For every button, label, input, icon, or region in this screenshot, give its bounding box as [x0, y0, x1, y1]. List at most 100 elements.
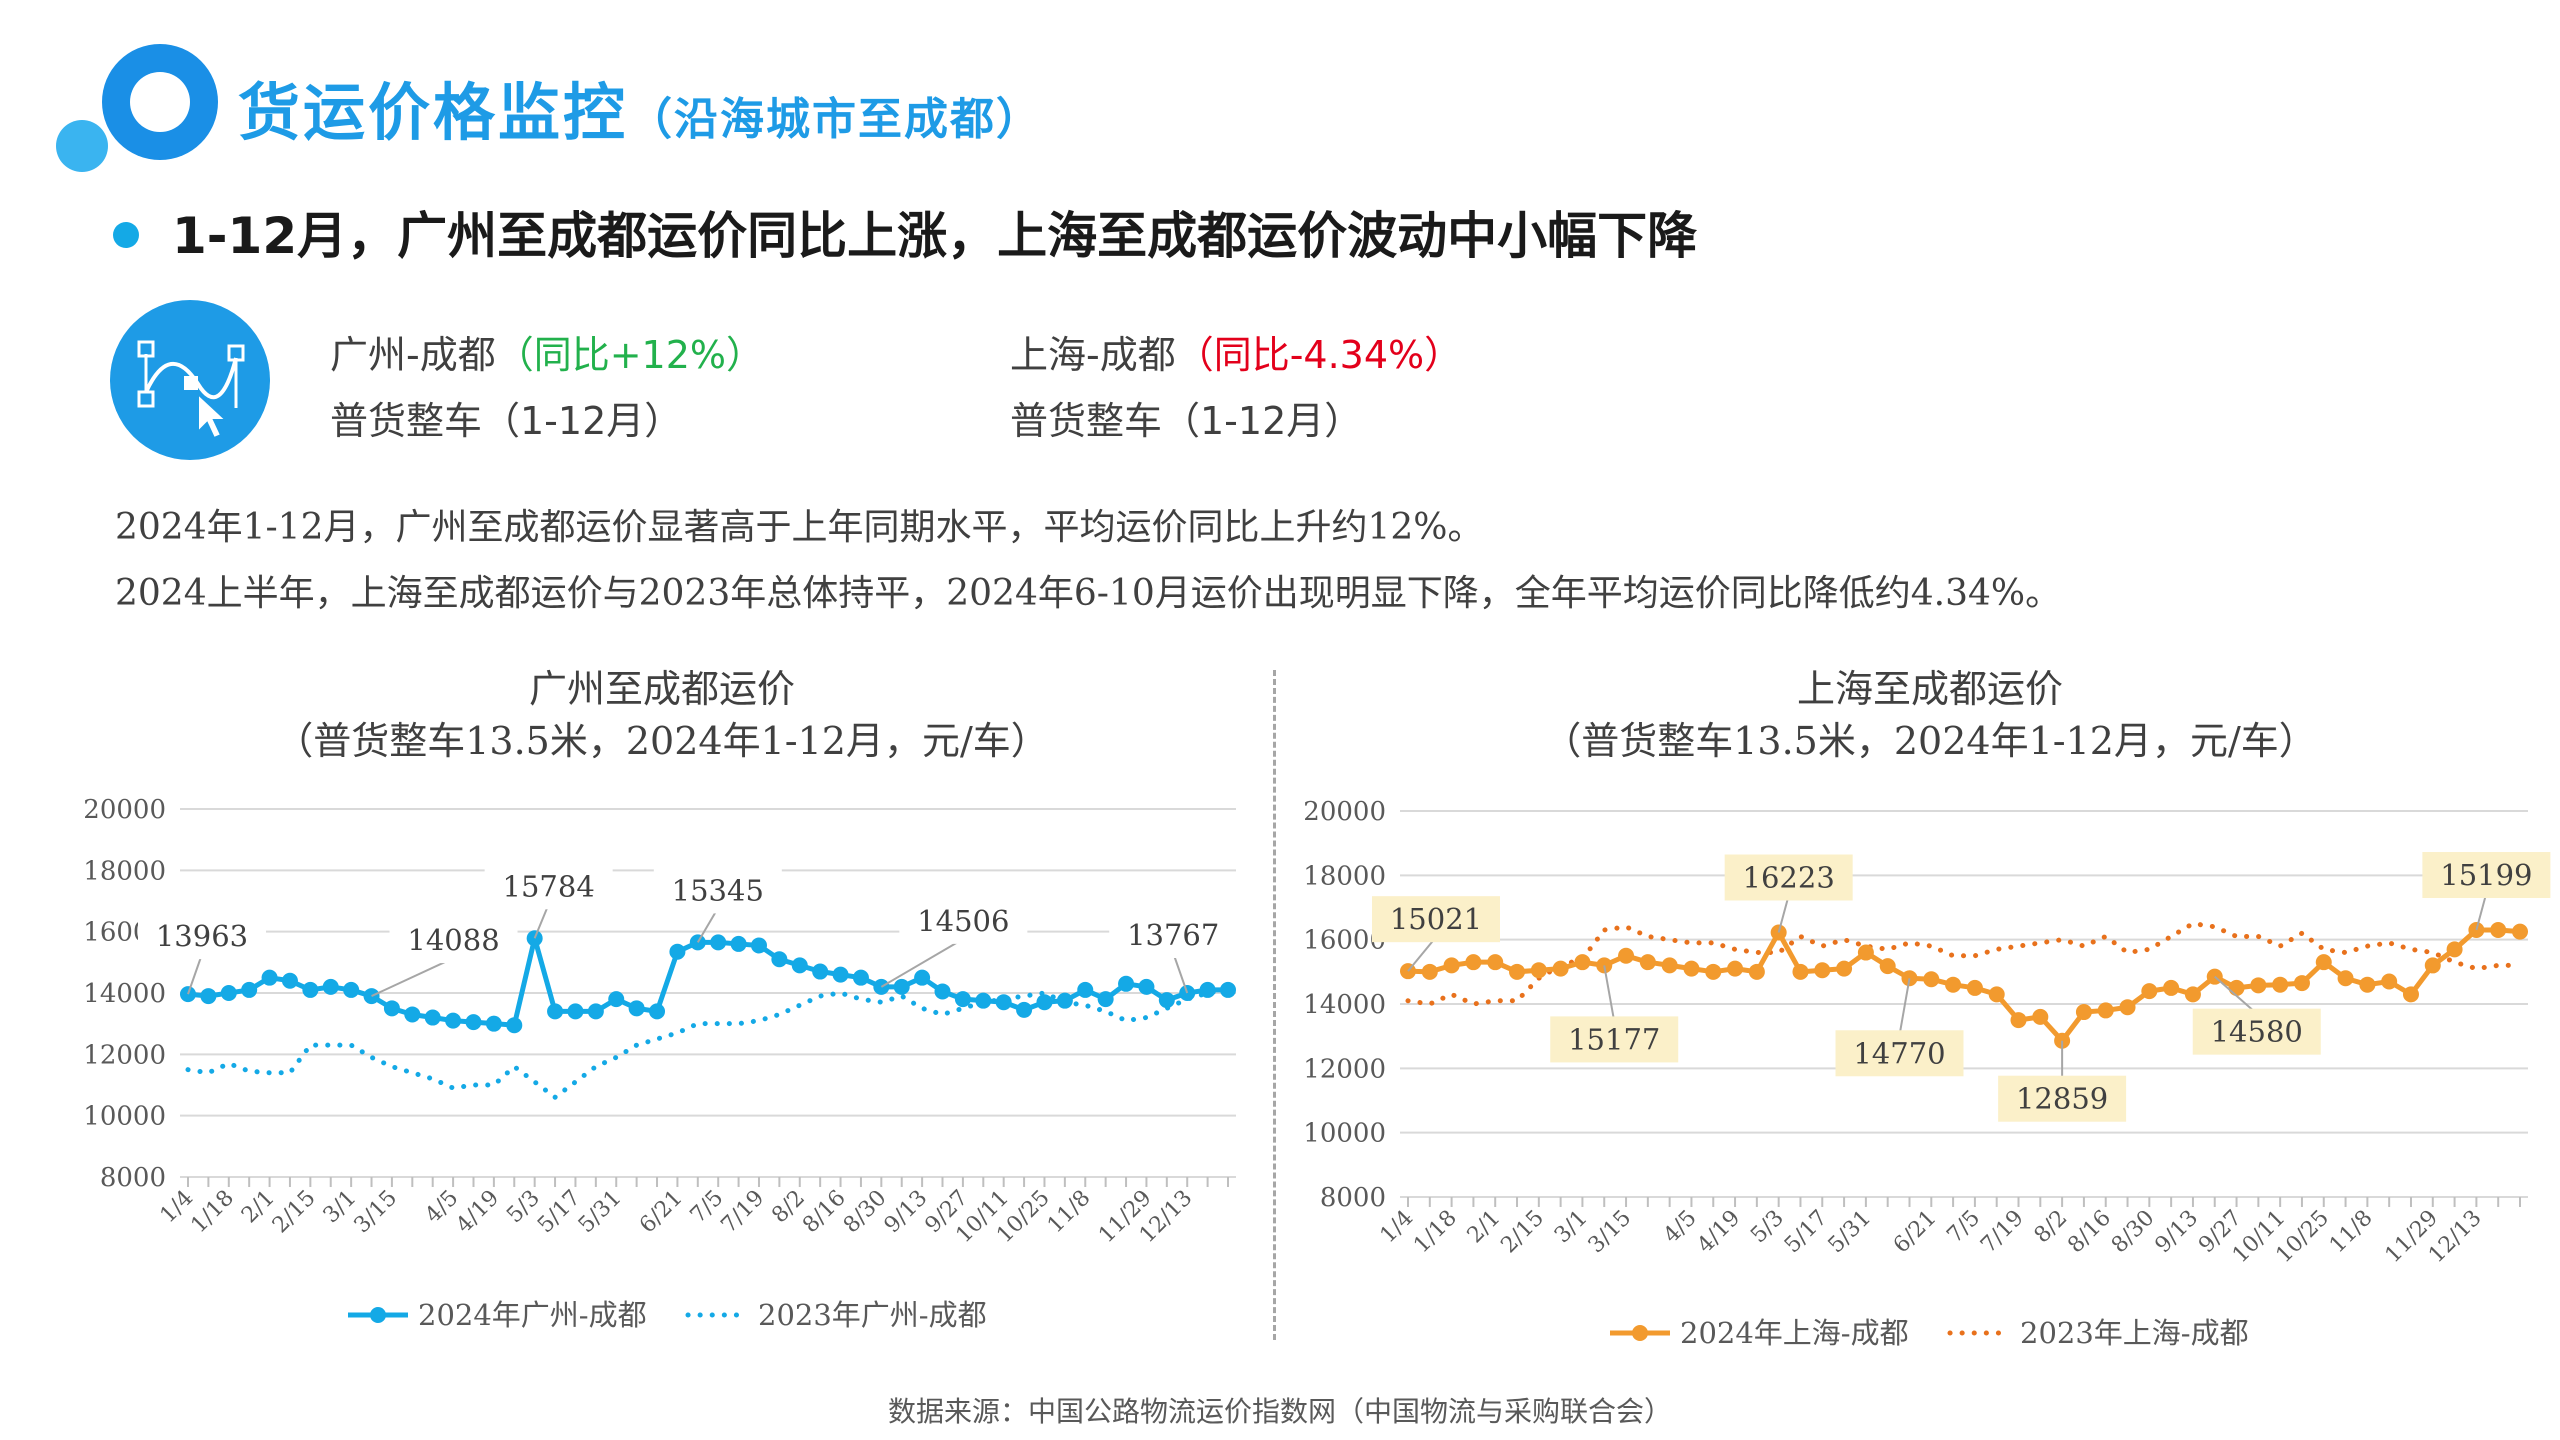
legend-label-2023: 2023年广州-成都	[758, 1298, 987, 1332]
x-tick-label: 5/31	[1824, 1206, 1877, 1259]
data-label: 13963	[156, 919, 248, 953]
data-point-2024	[241, 981, 258, 998]
annotation-box	[2422, 852, 2551, 899]
x-tick-label: 3/15	[350, 1186, 403, 1239]
annotation-leader	[1172, 952, 1189, 994]
data-point-2024	[771, 951, 788, 968]
data-point-2024	[1988, 986, 2005, 1003]
data-label: 14580	[2211, 1015, 2303, 1049]
x-tick-label: 6/21	[1889, 1206, 1942, 1259]
x-tick-label: 1/18	[186, 1186, 239, 1239]
x-tick-label: 2/15	[268, 1186, 321, 1239]
chart-subtitle: （普货整车13.5米，2024年1-12月，元/车）	[1543, 719, 2317, 763]
y-tick-label: 20000	[83, 795, 166, 825]
annotation-box	[1724, 854, 1853, 901]
x-tick-label: 8/16	[798, 1186, 851, 1239]
data-point-2024	[791, 957, 808, 974]
data-point-2024	[1036, 994, 1053, 1011]
data-point-2024	[506, 1017, 523, 1034]
chart-divider	[1273, 670, 1276, 1340]
x-tick-label: 5/17	[533, 1186, 586, 1239]
kpi-sh-route: 上海-成都	[1010, 333, 1176, 377]
kpi-sh-change: （同比-4.34%）	[1175, 333, 1463, 377]
data-point-2024	[404, 1006, 421, 1023]
data-point-2024	[281, 972, 298, 989]
data-point-2024	[2402, 986, 2419, 1003]
page-title: 货运价格监控（沿海城市至成都）	[238, 62, 1042, 152]
x-tick-label: 8/30	[839, 1186, 892, 1239]
y-tick-label: 18000	[83, 856, 166, 886]
data-point-2024	[2424, 957, 2441, 974]
data-point-2024	[1879, 958, 1896, 975]
data-point-2024	[1770, 924, 1787, 941]
data-label: 16223	[1743, 860, 1835, 894]
y-tick-label: 10000	[83, 1102, 166, 1132]
data-point-2024	[261, 969, 278, 986]
data-point-2024	[934, 983, 951, 1000]
data-point-2024	[1792, 963, 1809, 980]
bezier-cursor-icon	[110, 300, 270, 460]
annotation-leader	[1898, 978, 1911, 1036]
data-point-2024	[2490, 922, 2507, 939]
x-tick-label: 8/30	[2107, 1206, 2160, 1259]
kpi-shanghai: 上海-成都（同比-4.34%） 普货整车（1-12月）	[1010, 322, 1462, 454]
y-tick-label: 20000	[1303, 797, 1386, 827]
data-point-2024	[445, 1012, 462, 1029]
x-tick-label: 4/19	[452, 1186, 505, 1239]
chart-title: 上海至成都运价	[1797, 667, 2063, 711]
data-point-2024	[893, 978, 910, 995]
kpi-gz-change: （同比+12%）	[495, 333, 765, 377]
data-point-2024	[465, 1014, 482, 1031]
data-point-2024	[302, 981, 319, 998]
data-point-2024	[1639, 954, 1656, 971]
x-tick-label: 7/19	[717, 1186, 770, 1239]
annotation-box	[1109, 912, 1238, 958]
data-point-2024	[2381, 973, 2398, 990]
data-point-2024	[2184, 986, 2201, 1003]
annotation-leader	[2214, 975, 2258, 1015]
x-tick-label: 9/13	[880, 1186, 933, 1239]
data-point-2024	[2337, 970, 2354, 987]
data-point-2024	[1857, 944, 1874, 961]
data-label: 14770	[1853, 1036, 1945, 1070]
kpi-gz-desc: 普货整车（1-12月）	[330, 399, 683, 443]
data-source: 数据来源：中国公路物流运价指数网（中国物流与采购联合会）	[887, 1395, 1672, 1428]
legend-marker-2024	[370, 1307, 386, 1323]
data-point-2024	[1945, 976, 1962, 993]
data-point-2024	[1220, 981, 1236, 998]
data-point-2024	[649, 1003, 666, 1020]
data-point-2024	[852, 969, 869, 986]
y-tick-label: 18000	[1303, 861, 1386, 891]
data-label: 14088	[407, 923, 499, 957]
data-point-2024	[2512, 923, 2528, 940]
data-point-2024	[2010, 1012, 2027, 1029]
data-point-2024	[587, 1003, 604, 1020]
data-point-2024	[628, 1000, 645, 1017]
data-point-2024	[1618, 947, 1635, 964]
x-tick-label: 6/21	[635, 1186, 688, 1239]
x-tick-label: 11/8	[1043, 1186, 1096, 1239]
data-point-2024	[2250, 977, 2267, 994]
data-point-2024	[1118, 975, 1135, 992]
chart-subtitle: （普货整车13.5米，2024年1-12月，元/车）	[275, 719, 1049, 763]
data-point-2024	[1199, 981, 1216, 998]
data-point-2024	[995, 994, 1012, 1011]
data-point-2024	[322, 978, 339, 995]
annotation-leader	[1777, 895, 1790, 933]
annotation-leader	[187, 953, 203, 995]
data-point-2024	[220, 985, 237, 1001]
description-line-1: 2024年1-12月，广州至成都运价显著高于上年同期水平，平均运价同比上升约12…	[115, 507, 1484, 548]
data-point-2024	[1727, 960, 1744, 977]
data-point-2024	[1748, 963, 1765, 980]
data-point-2024	[2468, 922, 2485, 939]
headline-bullet	[113, 222, 139, 248]
data-point-2024	[2097, 1002, 2114, 1019]
data-point-2024	[1901, 970, 1918, 987]
x-tick-label: 1/18	[1409, 1206, 1462, 1259]
chart-title: 广州至成都运价	[529, 667, 795, 711]
annotation-box	[1835, 1030, 1964, 1077]
annotation-leader	[1603, 965, 1616, 1022]
x-tick-label: 9/13	[2151, 1206, 2204, 1259]
data-point-2024	[812, 963, 829, 980]
chart-guangzhou: 广州至成都运价 （普货整车13.5米，2024年1-12月，元/车） 8000 100…	[83, 667, 1238, 1332]
